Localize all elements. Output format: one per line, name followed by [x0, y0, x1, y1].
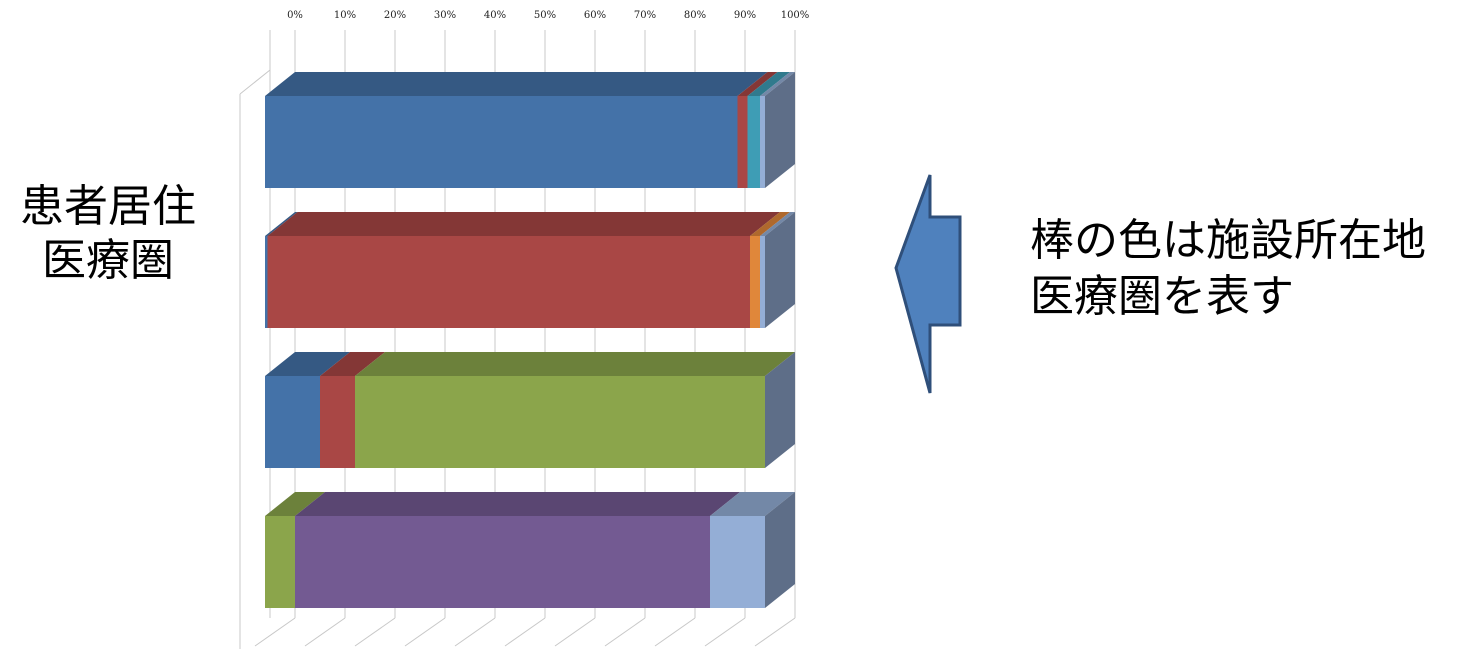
bar-side: [765, 352, 795, 468]
bar-segment-top: [710, 492, 795, 516]
bar-segment-top: [747, 72, 790, 96]
bar-segment: [760, 96, 765, 188]
bar-segment-top: [267, 212, 780, 236]
x-tick-label: 40%: [484, 10, 506, 21]
bar-segment-top: [737, 72, 778, 96]
bar-segment: [265, 96, 738, 188]
floor-gridline: [554, 617, 596, 647]
bar-segment: [295, 516, 710, 608]
bars: [265, 72, 795, 608]
x-tick-label: 100%: [781, 10, 810, 21]
x-tick-label: 80%: [684, 10, 706, 21]
floor-gridline: [754, 617, 796, 647]
floor-gridline: [504, 617, 546, 647]
bar-side: [765, 72, 795, 188]
x-tick-label: 90%: [734, 10, 756, 21]
bar-segment-top: [265, 72, 768, 96]
floor-gridline: [404, 617, 446, 647]
bar-color-legend-note: 棒の色は施設所在地 医療圏を表す: [1030, 215, 1426, 322]
bar-segment: [267, 236, 750, 328]
axis-edge: [239, 69, 271, 95]
floor-gridline: [654, 617, 696, 647]
bar-segment: [750, 236, 760, 328]
bar-side: [765, 212, 795, 328]
floor-gridline: [704, 617, 746, 647]
bar-segment-top: [265, 352, 350, 376]
bar-segment: [265, 236, 268, 328]
left-arrow-icon: [894, 174, 962, 394]
bar-segment: [265, 516, 295, 608]
bar-segment: [265, 376, 320, 468]
bar-segment: [760, 236, 765, 328]
bar-segment: [747, 96, 760, 188]
floor-gridline: [354, 617, 396, 647]
bar-segment: [355, 376, 765, 468]
bar-segment: [710, 516, 765, 608]
x-tick-label: 70%: [634, 10, 656, 21]
bar-segment: [320, 376, 355, 468]
x-tick-label: 50%: [534, 10, 556, 21]
bar-segment-top: [760, 72, 795, 96]
patient-residence-area-label: 患者居住 医療圏: [20, 181, 196, 286]
floor-gridline: [604, 617, 646, 647]
x-tick-labels: 0% 10% 20% 30% 40% 50% 60% 70% 80% 90% 100%: [287, 10, 809, 21]
bar-segment-top: [295, 492, 740, 516]
bar-segment-top: [320, 352, 385, 376]
bar-segment-top: [750, 212, 790, 236]
x-tick-label: 10%: [334, 10, 356, 21]
bar-segment-top: [265, 492, 325, 516]
bar-side: [765, 492, 795, 608]
bar-segment: [737, 96, 748, 188]
bar-segment-top: [355, 352, 795, 376]
floor-gridline: [454, 617, 496, 647]
bar-segment-top: [760, 212, 795, 236]
x-tick-label: 30%: [434, 10, 456, 21]
x-tick-label: 20%: [384, 10, 406, 21]
floor-gridline: [254, 617, 296, 647]
x-tick-label: 0%: [287, 10, 303, 21]
floor-gridline: [304, 617, 346, 647]
bar-segment-top: [265, 212, 298, 236]
x-tick-label: 60%: [584, 10, 606, 21]
